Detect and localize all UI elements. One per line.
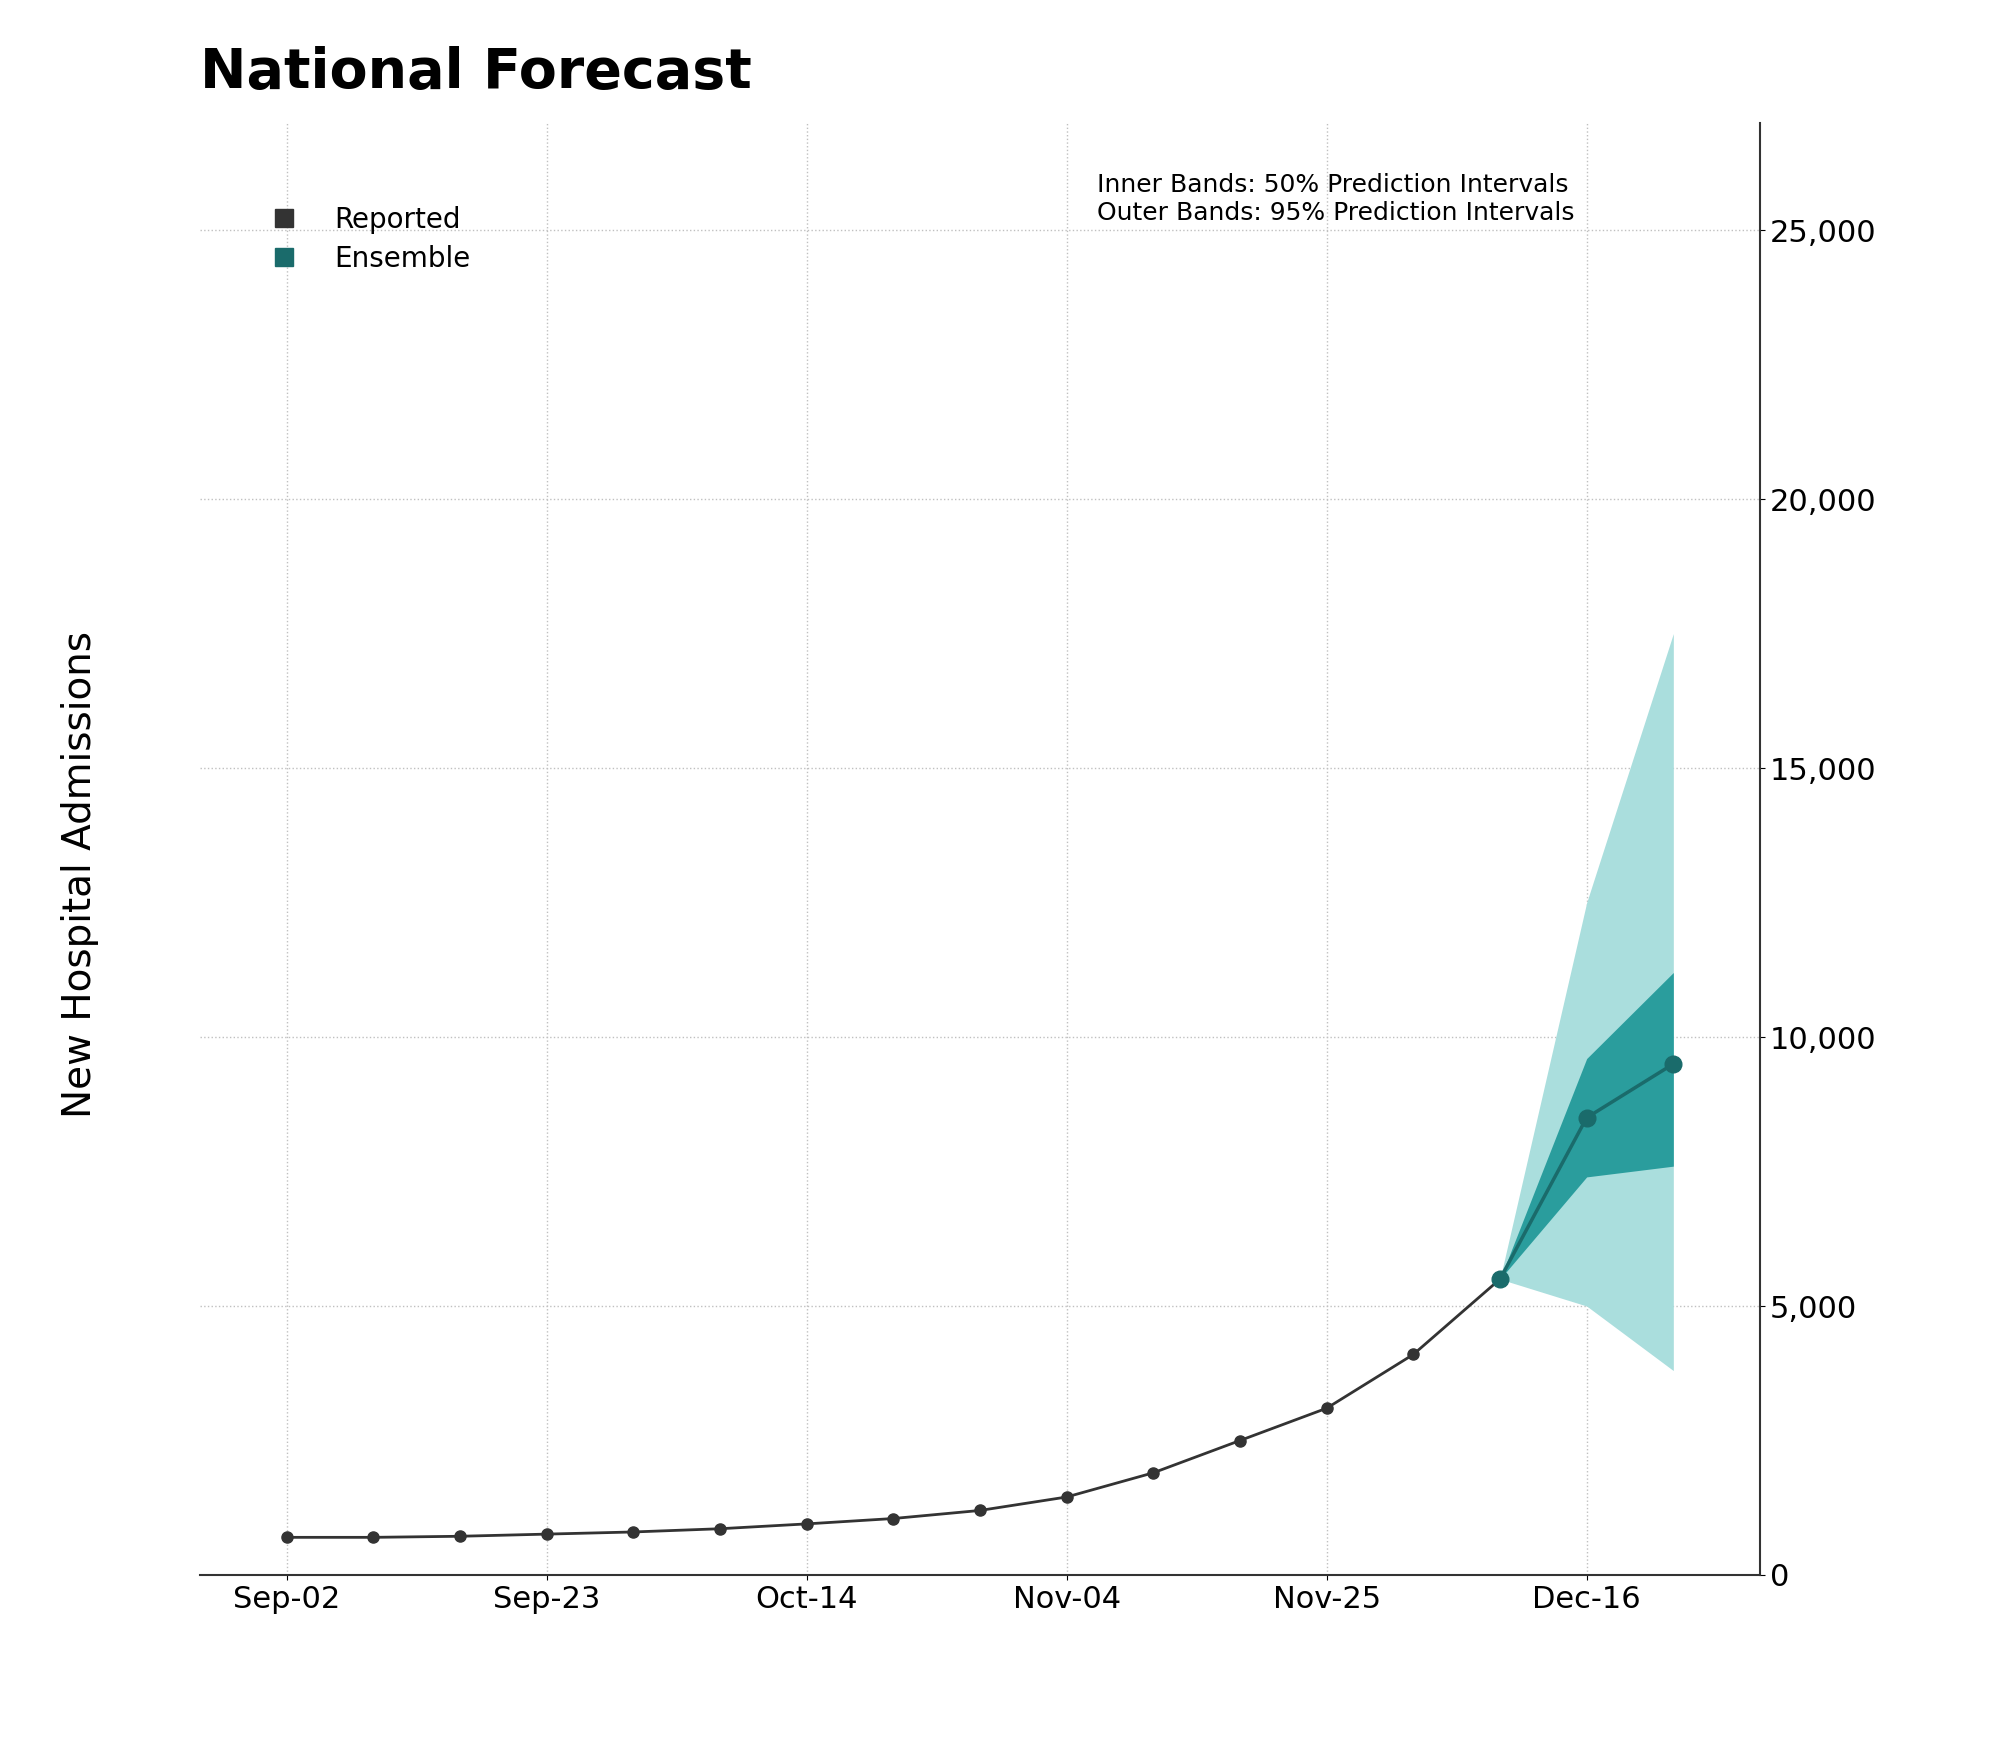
Text: National Forecast: National Forecast <box>200 46 752 100</box>
Text: Inner Bands: 50% Prediction Intervals
Outer Bands: 95% Prediction Intervals: Inner Bands: 50% Prediction Intervals Ou… <box>1096 173 1574 226</box>
Text: New Hospital Admissions: New Hospital Admissions <box>60 632 100 1118</box>
Legend: Reported, Ensemble: Reported, Ensemble <box>246 194 482 284</box>
